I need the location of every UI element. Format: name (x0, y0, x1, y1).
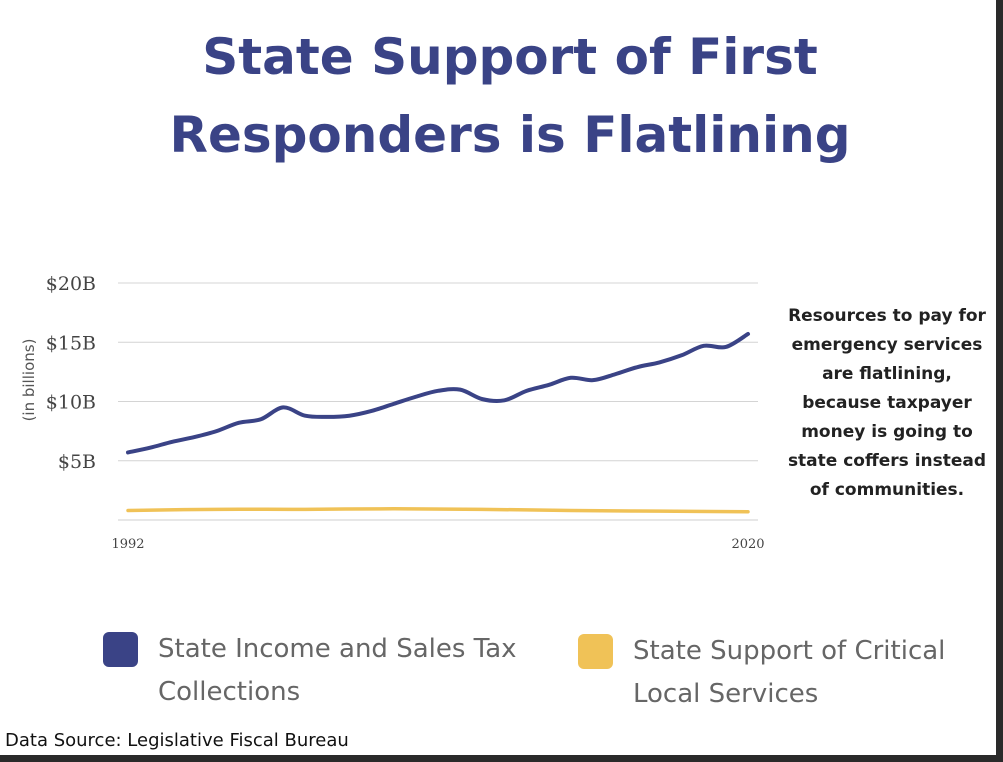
y-tick-label: $10B (46, 392, 96, 414)
x-tick-labels: 1992 2020 (111, 537, 764, 552)
chart-title: State Support of First Responders is Fla… (60, 18, 960, 174)
x-tick-label: 2020 (731, 537, 764, 552)
frame-right-border (996, 0, 1003, 762)
y-tick-label: $5B (58, 451, 96, 473)
series-line-tax-collections (126, 331, 750, 455)
y-tick-labels: $5B $10B $15B $20B (46, 273, 96, 473)
annotation-note: Resources to pay for emergency services … (787, 306, 987, 500)
series-lines (126, 331, 750, 514)
legend-label-tax-collections: State Income and Sales Tax Collections (158, 634, 517, 707)
legend-item-local-services: State Support of Critical Local Services (578, 630, 993, 716)
legend-swatch-local-services (578, 634, 613, 669)
legend-label-local-services: State Support of Critical Local Services (633, 636, 946, 709)
gridlines (118, 282, 758, 462)
y-tick-label: $20B (46, 273, 96, 295)
legend-item-tax-collections: State Income and Sales Tax Collections (103, 628, 558, 714)
chart-title-line-1: State Support of First (202, 28, 818, 86)
legend-swatch-tax-collections (103, 632, 138, 667)
data-source-footnote: Data Source: Legislative Fiscal Bureau (5, 730, 349, 751)
y-axis-label: (in billions) (20, 339, 38, 422)
series-line-local-services (126, 506, 750, 514)
chart-title-line-2: Responders is Flatlining (169, 106, 851, 164)
y-tick-label: $15B (46, 332, 96, 354)
x-tick-label: 1992 (111, 537, 144, 552)
frame-bottom-border (0, 755, 1003, 762)
